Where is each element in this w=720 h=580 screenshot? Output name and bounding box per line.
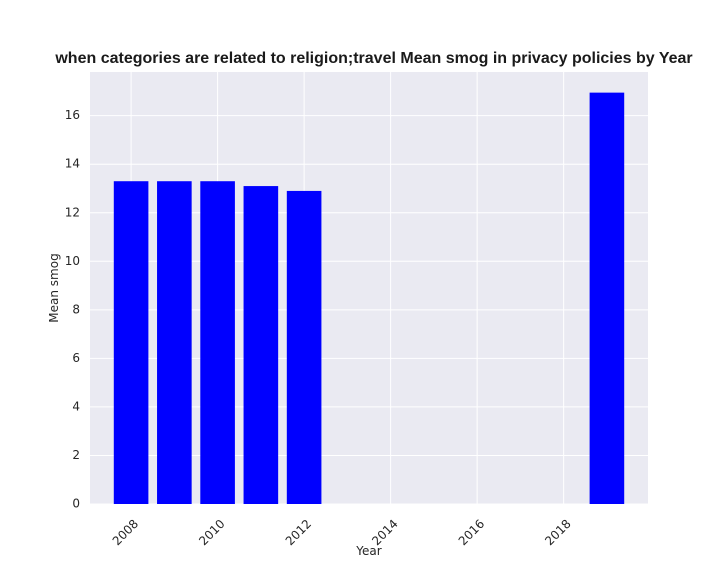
y-tick-label: 12 xyxy=(65,205,80,219)
x-axis-ticks: 2008 2010 2012 2014 2016 2018 xyxy=(110,517,574,548)
y-tick-label: 4 xyxy=(72,399,80,413)
x-tick-label: 2016 xyxy=(456,517,487,548)
x-tick-label: 2018 xyxy=(542,517,573,548)
y-tick-label: 10 xyxy=(65,254,80,268)
bar-2010 xyxy=(200,181,235,504)
bar-2011 xyxy=(243,186,279,504)
y-tick-label: 16 xyxy=(65,108,80,122)
y-axis-label: Mean smog xyxy=(47,253,61,322)
y-tick-label: 8 xyxy=(72,302,80,316)
x-tick-label: 2010 xyxy=(196,517,227,548)
bars xyxy=(113,92,625,505)
y-tick-label: 0 xyxy=(72,497,80,511)
bar-2019 xyxy=(589,92,625,504)
y-tick-label: 2 xyxy=(72,448,80,462)
x-axis-label: Year xyxy=(355,544,381,558)
bar-2012 xyxy=(286,190,322,505)
y-axis-ticks: 0 2 4 6 8 10 12 14 16 xyxy=(65,108,80,510)
bar-2008 xyxy=(113,181,149,504)
chart-title: when categories are related to religion;… xyxy=(54,50,692,67)
x-tick-label: 2008 xyxy=(110,517,141,548)
y-tick-label: 6 xyxy=(72,351,80,365)
y-tick-label: 14 xyxy=(65,157,80,171)
bar-2009 xyxy=(157,181,192,504)
x-tick-label: 2012 xyxy=(283,517,314,548)
